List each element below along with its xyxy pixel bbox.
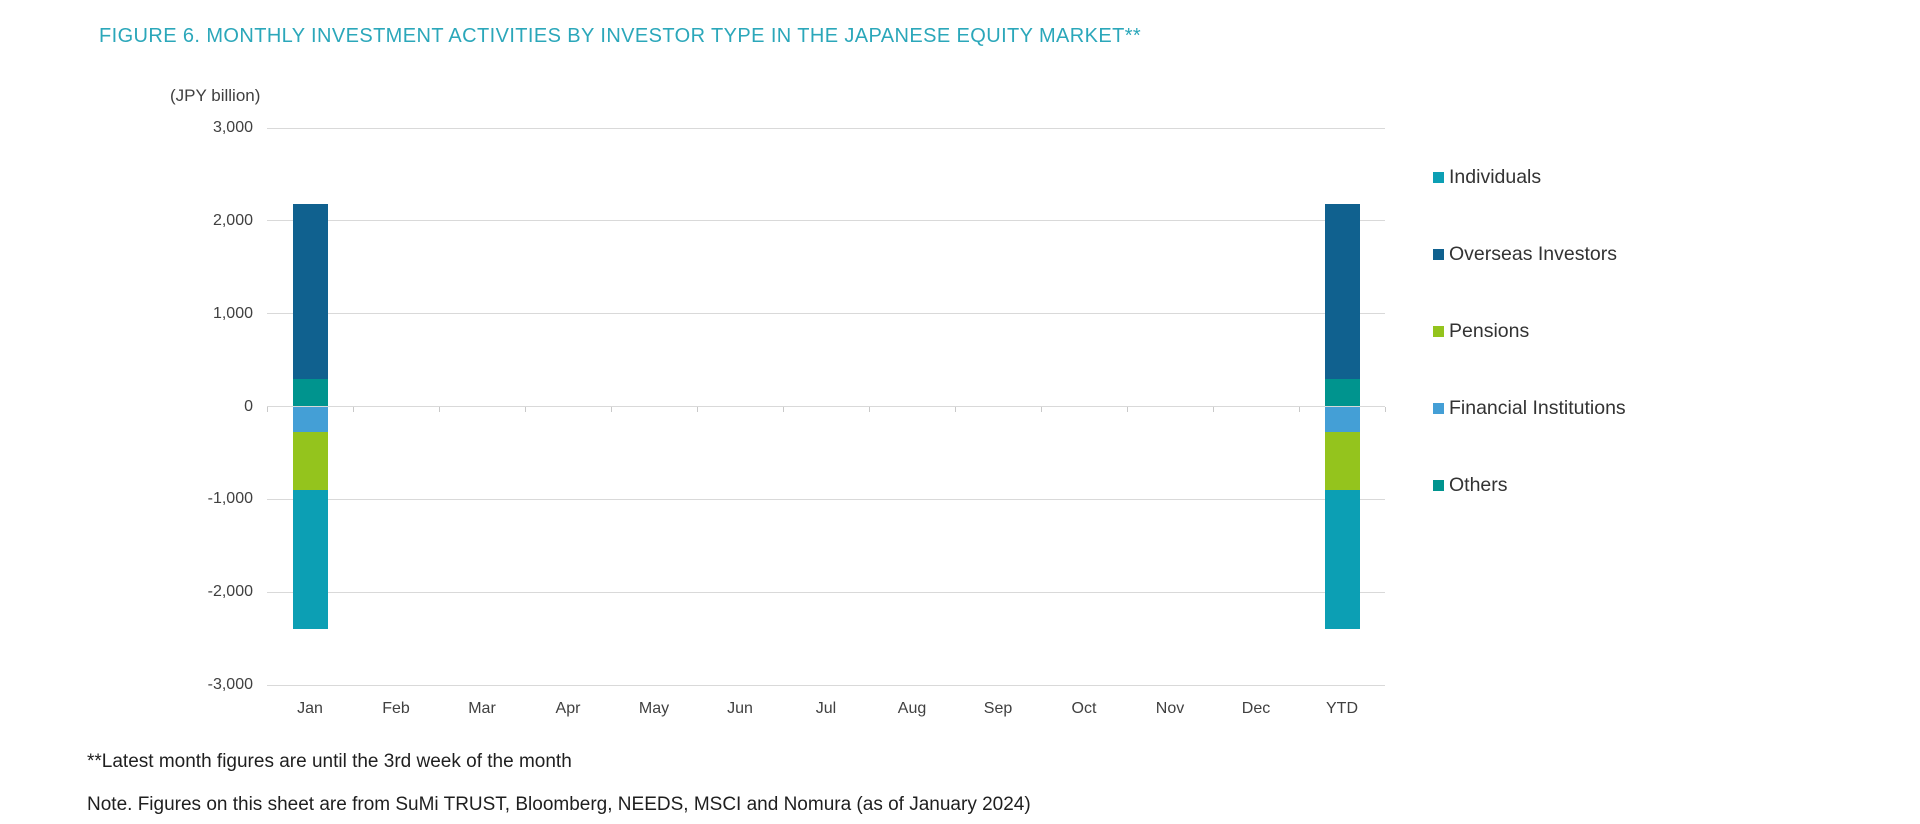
gridline-0 [267,406,1385,407]
legend-item-others: Others [1433,473,1508,497]
gridline--2000 [267,591,1385,593]
x-axis-labels: Jan Feb Mar Apr May Jun Jul Aug Sep Oct Nov Dec YTD [267,699,1385,723]
bar-segment-ytd-financial-institutions [1324,406,1360,433]
bar-segment-jan-individuals [292,490,328,630]
x-tick-label-feb: Feb [382,700,410,717]
chart-title: FIGURE 6. MONTHLY INVESTMENT ACTIVITIES … [99,25,1142,47]
y-tick-label-1000: 1,000 [212,304,253,322]
x-tick-label-oct: Oct [1071,700,1097,717]
footnote-sources: Note. Figures on this sheet are from SuM… [87,794,1031,815]
y-tick-label-2000: 2,000 [212,211,253,229]
gridline-3000 [267,127,1385,129]
bar-segment-ytd-individuals [1324,490,1360,630]
footnote-latest-month: **Latest month figures are until the 3rd… [87,751,572,772]
legend-label: Pensions [1449,319,1530,342]
zero-axis-tick [1299,406,1300,412]
bar-segment-ytd-pensions [1324,432,1360,491]
legend-item-financial-institutions: Financial Institutions [1433,396,1626,420]
gridline-1000 [267,313,1385,315]
zero-axis-tick [525,406,526,412]
gridline--1000 [267,498,1385,500]
legend-label: Financial Institutions [1449,396,1626,419]
y-tick-label-0: 0 [244,397,253,415]
zero-axis-tick [697,406,698,412]
legend-swatch-icon [1433,325,1444,337]
bar-segment-ytd-others [1324,378,1360,407]
x-tick-label-ytd: YTD [1326,700,1358,717]
zero-axis-tick [439,406,440,412]
zero-axis-tick [353,406,354,412]
zero-axis-tick [869,406,870,412]
legend-label: Individuals [1449,165,1542,188]
y-tick-label--1000: -1,000 [207,490,253,508]
x-tick-label-nov: Nov [1155,700,1185,717]
y-tick-label-3000: 3,000 [212,119,253,136]
legend-label: Others [1449,473,1508,496]
zero-axis-tick [955,406,956,412]
bar-segment-jan-pensions [292,432,328,491]
plot-area [267,127,1386,686]
legend-swatch-icon [1433,171,1444,183]
legend-swatch-icon [1433,479,1444,491]
gridline--3000 [267,684,1385,686]
x-tick-label-mar: Mar [468,700,496,717]
zero-axis-tick [267,406,268,412]
zero-axis-tick [1041,406,1042,412]
x-tick-label-jan: Jan [297,700,323,717]
bar-segment-jan-financial-institutions [292,406,328,433]
gridline-2000 [267,220,1385,222]
legend-swatch-icon [1433,402,1444,414]
zero-axis-tick [1385,406,1386,412]
legend-item-pensions: Pensions [1433,319,1529,343]
legend-swatch-icon [1433,248,1444,260]
x-tick-label-jun: Jun [727,700,753,717]
x-tick-label-dec: Dec [1241,700,1271,717]
legend-item-individuals: Individuals [1433,165,1541,189]
zero-axis-tick [1127,406,1128,412]
zero-axis-tick [611,406,612,412]
x-tick-label-apr: Apr [555,700,581,717]
y-axis-unit-label: (JPY billion) [170,86,261,105]
bar-segment-jan-overseas-investors [292,204,328,379]
legend-label: Overseas Investors [1449,242,1617,265]
x-tick-label-sep: Sep [983,700,1013,717]
legend-item-overseas-investors: Overseas Investors [1433,242,1617,266]
zero-axis-tick [783,406,784,412]
bar-segment-jan-others [292,378,328,407]
y-tick-label--2000: -2,000 [207,583,253,601]
y-tick-label--3000: -3,000 [207,676,253,693]
bar-segment-ytd-overseas-investors [1324,204,1360,379]
y-axis-labels: 3,000 2,000 1,000 0 -1,000 -2,000 -3,000 [0,119,253,693]
zero-axis-tick [1213,406,1214,412]
x-tick-label-jul: Jul [815,700,837,717]
x-tick-label-aug: Aug [897,700,927,717]
x-tick-label-may: May [638,700,670,717]
